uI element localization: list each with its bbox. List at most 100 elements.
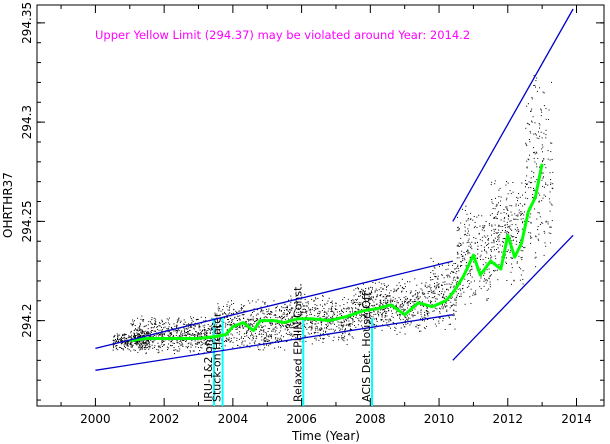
data-point <box>509 225 511 227</box>
data-point <box>464 234 465 236</box>
data-point <box>358 320 360 322</box>
data-point <box>386 325 388 327</box>
data-point <box>270 324 272 326</box>
data-point <box>407 307 409 309</box>
data-point <box>534 208 536 210</box>
data-point <box>409 324 411 326</box>
data-point <box>263 340 265 342</box>
data-point <box>424 328 426 330</box>
data-point <box>179 348 181 350</box>
data-point <box>244 340 246 342</box>
data-point <box>502 245 503 247</box>
data-point <box>296 311 298 313</box>
data-point <box>161 339 163 341</box>
data-point <box>448 323 450 325</box>
data-point <box>287 318 289 320</box>
data-point <box>315 298 317 300</box>
data-point <box>432 291 434 293</box>
data-point <box>291 333 293 335</box>
plot-frame <box>36 4 605 407</box>
data-point <box>191 334 193 336</box>
data-point <box>244 321 246 323</box>
data-point <box>449 287 451 289</box>
data-point <box>352 318 354 320</box>
data-point <box>330 316 332 318</box>
data-point <box>506 263 507 264</box>
data-point <box>536 77 538 79</box>
data-point <box>252 325 254 327</box>
data-point <box>157 345 159 347</box>
data-point <box>322 338 324 340</box>
data-point <box>512 257 514 259</box>
data-point <box>320 317 322 319</box>
data-point <box>236 312 237 313</box>
data-point <box>533 190 535 192</box>
data-point <box>262 312 264 314</box>
data-point <box>347 298 349 300</box>
data-point <box>509 190 511 192</box>
data-point <box>479 239 481 241</box>
data-point <box>140 324 141 326</box>
data-point <box>533 75 535 77</box>
data-point <box>179 343 181 345</box>
data-point <box>391 310 392 312</box>
data-point <box>220 318 222 319</box>
data-point <box>435 325 437 327</box>
data-point <box>437 278 439 280</box>
data-point <box>243 310 245 312</box>
data-point <box>270 335 272 337</box>
data-point <box>364 299 366 301</box>
data-point <box>400 304 402 305</box>
data-point <box>457 288 459 290</box>
data-point <box>456 281 458 283</box>
data-point <box>311 325 313 327</box>
data-point <box>134 343 136 344</box>
data-point <box>162 342 164 343</box>
data-point <box>165 322 167 324</box>
data-point <box>540 108 542 110</box>
data-point <box>482 225 484 227</box>
data-point <box>141 343 142 345</box>
data-point <box>506 232 508 234</box>
data-point <box>324 303 326 305</box>
data-point <box>118 340 119 342</box>
data-point <box>448 316 450 318</box>
data-point <box>299 340 301 342</box>
data-point <box>396 311 398 313</box>
data-point <box>515 203 517 205</box>
data-point <box>249 302 251 304</box>
data-point <box>491 199 493 200</box>
data-point <box>488 257 489 259</box>
data-point <box>457 253 459 255</box>
data-point <box>504 227 506 229</box>
data-point <box>541 179 543 181</box>
data-point <box>489 286 491 288</box>
data-point <box>382 296 384 298</box>
data-point <box>509 220 511 222</box>
data-point <box>513 279 515 281</box>
data-point <box>399 306 401 307</box>
data-point <box>543 186 545 188</box>
data-point <box>131 346 133 348</box>
data-point <box>346 320 348 322</box>
data-point <box>250 335 251 337</box>
data-point <box>405 323 407 325</box>
data-point <box>389 295 391 297</box>
data-point <box>256 318 257 320</box>
data-point <box>309 314 311 316</box>
data-point <box>339 330 341 332</box>
data-point <box>134 333 136 335</box>
data-point <box>263 317 265 319</box>
data-point <box>232 318 234 320</box>
data-point <box>115 345 117 347</box>
data-point <box>545 184 547 185</box>
data-point <box>399 304 401 306</box>
data-point <box>476 227 478 229</box>
data-point <box>412 305 414 306</box>
data-point <box>227 321 229 323</box>
data-point <box>461 250 463 252</box>
data-point <box>286 315 288 317</box>
data-point <box>481 215 483 217</box>
data-point <box>328 315 330 317</box>
data-point <box>142 341 144 343</box>
